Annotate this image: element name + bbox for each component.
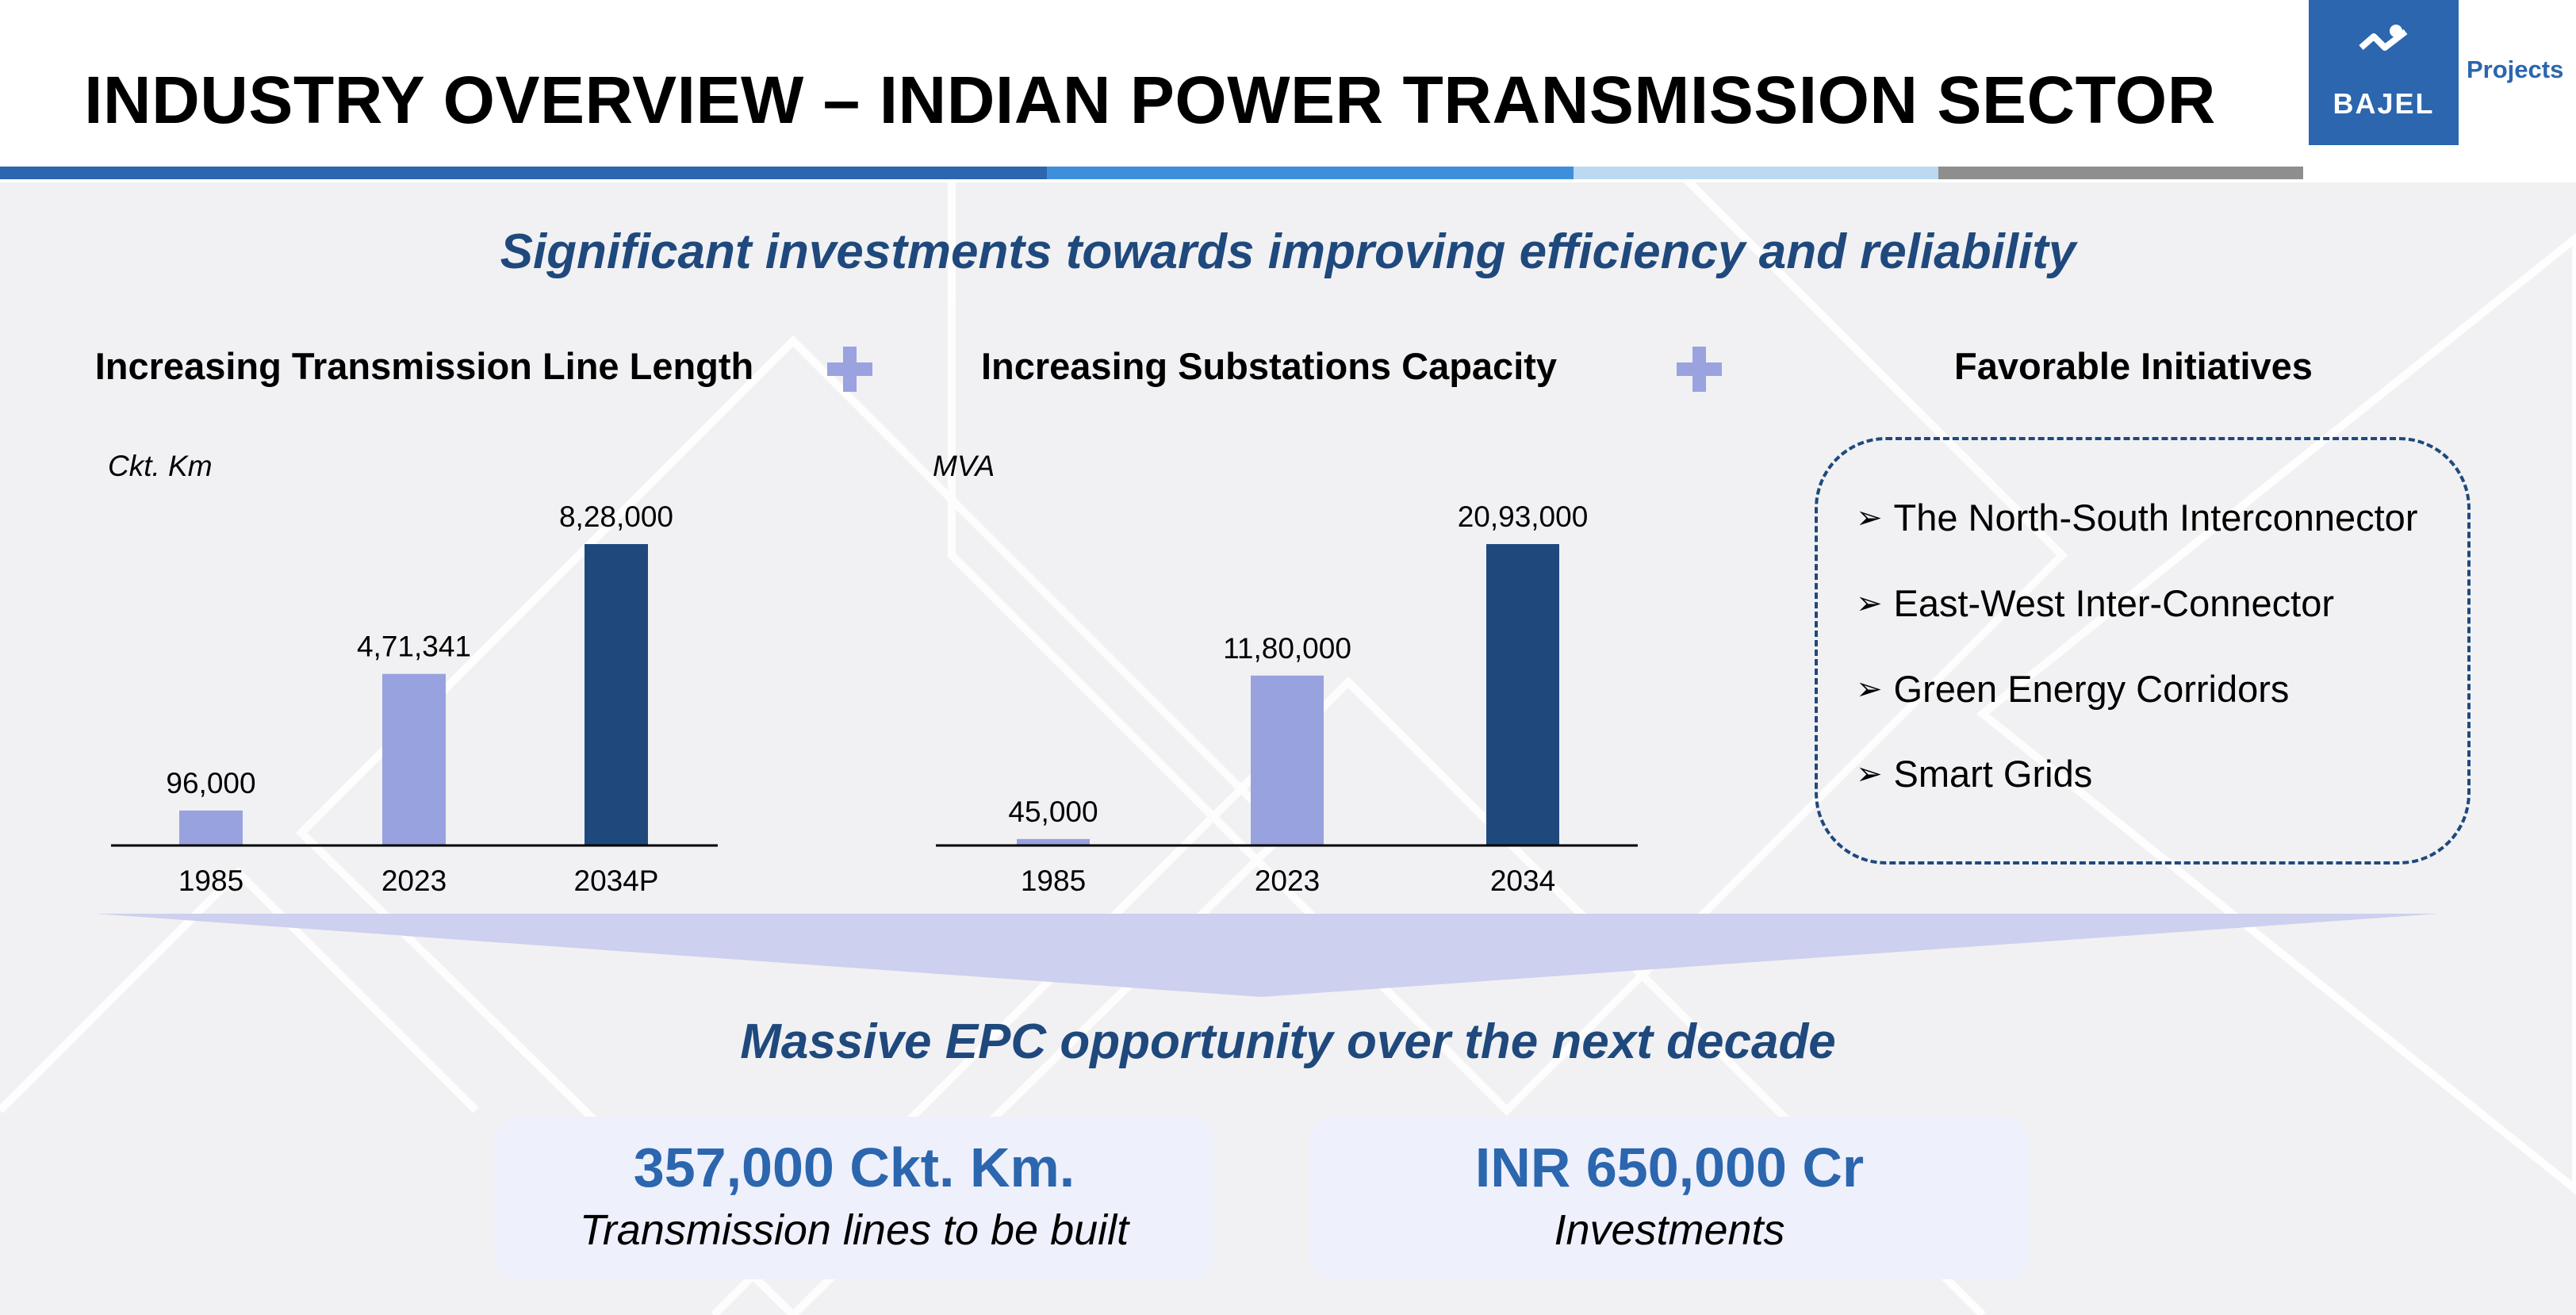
section-subtitle: Significant investments towards improvin… <box>500 224 2076 279</box>
x-tick-label: 2023 <box>1255 865 1320 897</box>
bar-2034P <box>585 544 648 845</box>
stat-label: Transmission lines to be built <box>579 1206 1129 1254</box>
initiative-item: ➢ Green Energy Corridors <box>1856 668 2290 710</box>
data-label: 96,000 <box>166 767 255 799</box>
initiative-item: ➢ The North-South Interconnector <box>1856 496 2418 539</box>
bar-2034 <box>1486 544 1559 845</box>
header-stripe-3 <box>1574 167 1938 179</box>
company-logo: BAJEL <box>2309 0 2459 145</box>
data-label: 11,80,000 <box>1223 632 1351 665</box>
transmission-length-chart: Ckt. Km 96,000 1985 4,71,341 2023 8,28,000 203… <box>108 450 718 897</box>
bar-1985 <box>1017 838 1090 845</box>
arrow-bullet-icon: ➢ <box>1856 672 1883 707</box>
initiative-item: ➢ East-West Inter-Connector <box>1856 582 2335 624</box>
plus-icon <box>827 347 872 392</box>
header-stripe-4 <box>1938 167 2303 179</box>
x-tick-label: 1985 <box>178 865 243 897</box>
bar-2023 <box>1251 675 1324 845</box>
page-title: INDUSTRY OVERVIEW – INDIAN POWER TRANSMI… <box>84 63 2216 137</box>
plus-icon <box>1677 347 1722 392</box>
unit-label: MVA <box>933 450 995 482</box>
initiatives-heading: Favorable Initiatives <box>1954 345 2313 387</box>
epc-heading: Massive EPC opportunity over the next de… <box>740 1014 1836 1069</box>
bar-1985 <box>179 810 243 845</box>
header-stripe-1 <box>0 167 1047 179</box>
stat-card-investments: INR 650,000 Cr Investments <box>1309 1117 2030 1279</box>
arrow-bullet-icon: ➢ <box>1856 586 1883 621</box>
arrow-bullet-icon: ➢ <box>1856 757 1883 792</box>
transmission-heading: Increasing Transmission Line Length <box>94 345 754 387</box>
stat-value: 357,000 Ckt. Km. <box>633 1137 1075 1198</box>
initiative-item: ➢ Smart Grids <box>1856 753 2093 795</box>
initiatives-list: ➢ The North-South Interconnector ➢ East-… <box>1856 496 2417 837</box>
data-label: 20,93,000 <box>1458 500 1589 533</box>
substation-heading: Increasing Substations Capacity <box>980 345 1558 387</box>
initiatives-box <box>1815 437 2471 865</box>
data-label: 45,000 <box>1008 796 1098 828</box>
x-tick-label: 2034 <box>1490 865 1555 897</box>
bar-2023 <box>382 673 446 845</box>
data-label: 8,28,000 <box>559 500 673 533</box>
x-tick-label: 2034P <box>574 865 659 897</box>
logo-wordmark: BAJEL <box>2333 87 2435 120</box>
substation-capacity-chart: MVA 45,000 1985 11,80,000 2023 20,93,000 2034 <box>933 450 1638 897</box>
stat-value: INR 650,000 Cr <box>1474 1137 1865 1198</box>
chevron-banner <box>95 914 2439 997</box>
header-stripe-2 <box>1047 167 1574 179</box>
stat-label: Investments <box>1554 1206 1785 1254</box>
logo-mark-icon <box>2359 25 2408 51</box>
logo-suffix: Projects <box>2467 56 2564 83</box>
arrow-bullet-icon: ➢ <box>1856 500 1883 535</box>
x-tick-label: 1985 <box>1021 865 1086 897</box>
x-tick-label: 2023 <box>381 865 447 897</box>
unit-label: Ckt. Km <box>108 450 213 482</box>
stat-card-lines: 357,000 Ckt. Km. Transmission lines to b… <box>494 1117 1214 1279</box>
data-label: 4,71,341 <box>357 631 471 663</box>
